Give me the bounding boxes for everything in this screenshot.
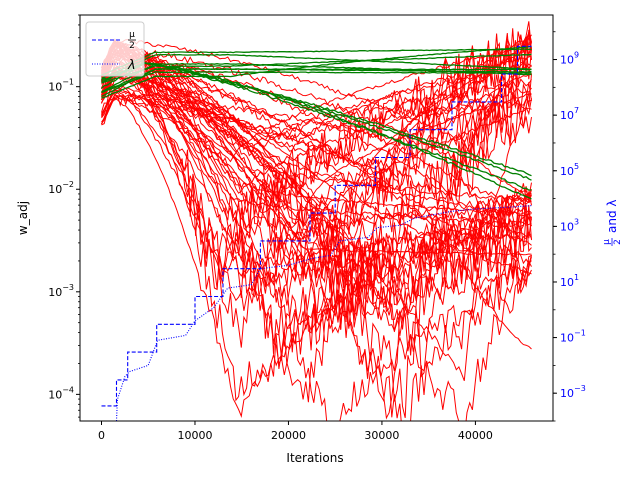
x-tick-label: 10000 xyxy=(177,429,212,442)
y-tick-label: 10−4 xyxy=(48,385,74,401)
w-adj-red-series xyxy=(101,65,532,230)
w-adj-red-series xyxy=(101,83,532,403)
w-adj-red-series xyxy=(101,66,532,203)
legend-label: λ xyxy=(127,58,136,73)
w-adj-red-series xyxy=(101,60,532,342)
w-adj-red-series xyxy=(101,38,532,365)
y2-tick-label: 103 xyxy=(560,217,579,233)
legend-label-num: μ xyxy=(129,30,135,40)
y-tick-label: 10−1 xyxy=(48,78,74,94)
mu-lambda-lines xyxy=(101,45,532,421)
w-adj-red-series xyxy=(101,50,532,140)
plot-lines xyxy=(101,21,532,421)
legend: μ2 λ xyxy=(85,21,145,77)
x-tick-label: 0 xyxy=(98,429,105,442)
lambda-series xyxy=(115,205,532,421)
w-adj-red-series xyxy=(101,43,532,148)
legend-box xyxy=(85,21,145,77)
w-adj-green-series xyxy=(101,71,532,93)
w-adj-red-series xyxy=(101,94,532,265)
w-adj-red-series xyxy=(101,75,532,381)
w-adj-green-series xyxy=(101,48,532,76)
y2-tick-label: 10−3 xyxy=(560,384,586,400)
w-adj-red-series xyxy=(101,51,532,298)
w-adj-green-series xyxy=(101,62,532,200)
w-adj-red-series xyxy=(101,21,532,295)
y2-label-fraction-num: μ xyxy=(602,239,612,245)
y2-label-fraction-den: 2 xyxy=(613,239,623,245)
y2-tick-label: 107 xyxy=(560,106,579,122)
y2-axis-label: μ 2 and λ xyxy=(602,200,623,246)
y2-label-text: and λ xyxy=(605,200,619,234)
w-adj-red-series xyxy=(101,82,532,348)
w-adj-red-series xyxy=(101,48,532,333)
mu-half-series xyxy=(101,45,532,407)
w-adj-green-series xyxy=(101,62,532,93)
x-tick-label: 40000 xyxy=(458,429,493,442)
x-tick-label: 30000 xyxy=(364,429,399,442)
y2-tick-label: 10−1 xyxy=(560,329,586,345)
y2-tick-label: 101 xyxy=(560,273,579,289)
axes: 0 10000 20000 30000 40000 10−4 10−3 10−2 10−1 10−… xyxy=(48,14,586,442)
w-adj-green-series xyxy=(101,53,532,80)
x-axis-label: Iterations xyxy=(286,451,343,465)
y-tick-label: 10−2 xyxy=(48,180,74,196)
w-adj-red-series xyxy=(101,87,532,249)
w-adj-red-series xyxy=(101,62,532,350)
w-adj-red-series xyxy=(101,39,532,197)
x-tick-label: 20000 xyxy=(271,429,306,442)
w-adj-green-series xyxy=(101,61,532,177)
y2-tick-label: 105 xyxy=(560,162,579,178)
w-adj-green-series xyxy=(101,68,532,94)
w-adj-red-series xyxy=(101,33,532,291)
plot-frame xyxy=(79,14,554,422)
w-adj-red-series xyxy=(101,87,532,275)
w-adj-red-series xyxy=(101,42,532,325)
y-tick-label: 10−3 xyxy=(48,283,74,299)
y2-tick-label: 109 xyxy=(560,51,579,67)
y-axis-label: w_adj xyxy=(16,201,30,235)
w-adj-green-series xyxy=(101,45,532,99)
w-adj-green-series xyxy=(101,53,532,84)
w-adj-red-series xyxy=(101,73,532,146)
w-adj-red-series xyxy=(101,41,532,421)
w-adj-red-series xyxy=(101,41,532,421)
w-adj-red-series xyxy=(101,35,532,419)
legend-label-den: 2 xyxy=(129,41,135,51)
